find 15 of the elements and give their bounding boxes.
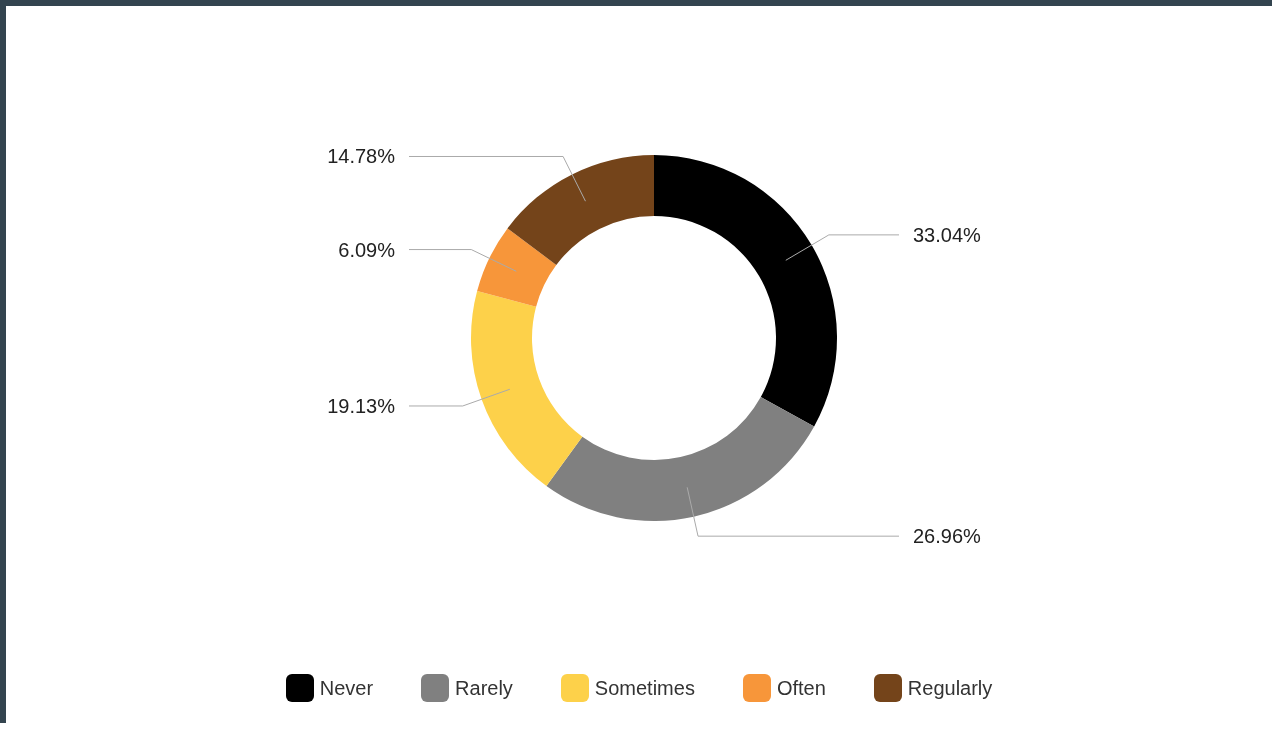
data-label: 26.96%: [913, 525, 982, 548]
donut-slice: [654, 155, 837, 427]
data-label: 6.09%: [338, 238, 396, 261]
legend-label: Sometimes: [594, 676, 695, 700]
data-label: 14.78%: [327, 145, 396, 168]
data-label: 19.13%: [327, 394, 396, 417]
donut-slice: [471, 291, 583, 487]
legend-label: Rarely: [455, 676, 513, 700]
donut-slice: [507, 155, 654, 265]
donut-slice: [546, 397, 815, 521]
data-label: 33.04%: [913, 223, 982, 246]
legend-label: Regularly: [907, 676, 993, 700]
legend-label: Often: [776, 676, 826, 700]
donut-slice: [477, 228, 557, 307]
legend-label: Never: [319, 676, 374, 700]
